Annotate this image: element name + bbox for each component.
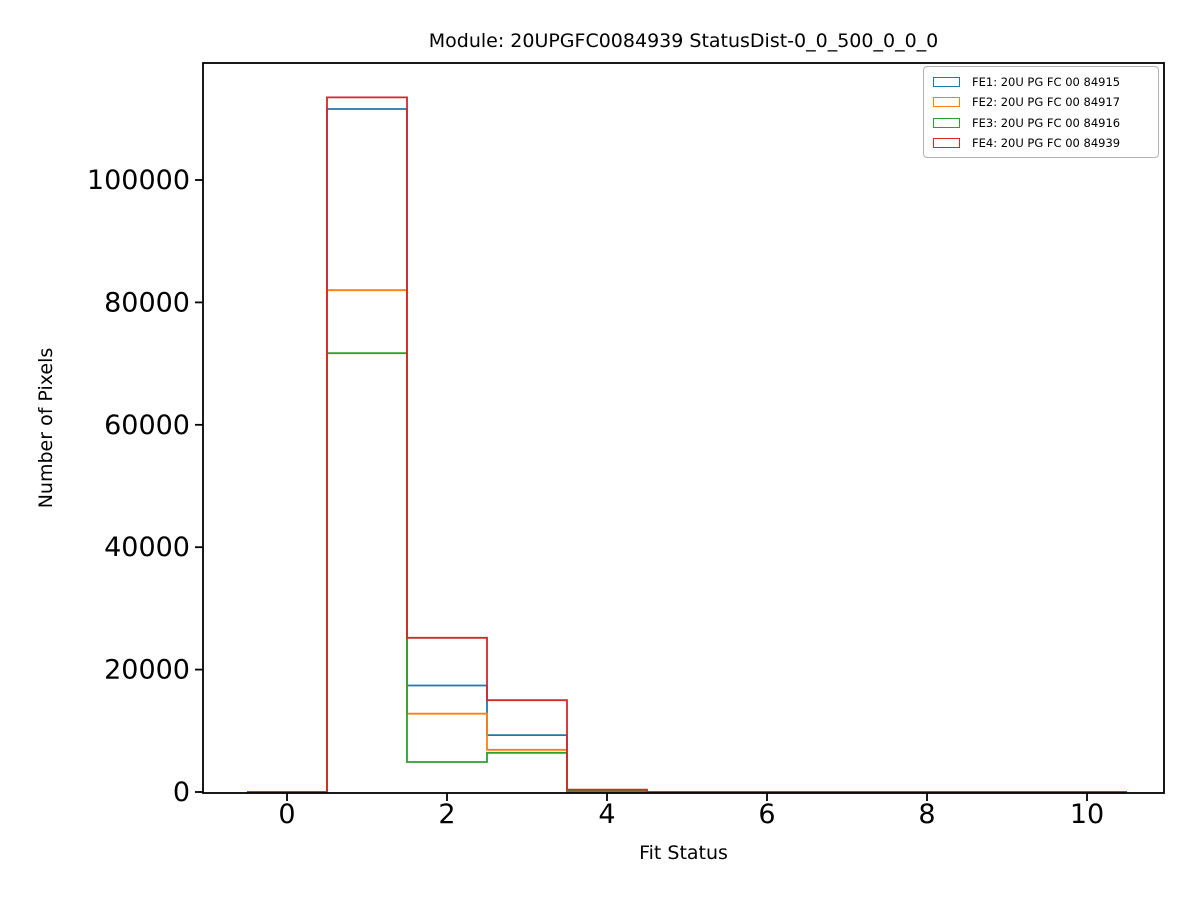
legend-item-fe1: FE1: 20U PG FC 00 84915 [933, 72, 1150, 92]
axes-spines [202, 62, 1165, 794]
y-axis-label: Number of Pixels [35, 347, 57, 509]
legend-item-label: FE3: 20U PG FC 00 84916 [972, 115, 1121, 130]
y-tick-label: 0 [173, 777, 190, 808]
x-axis-label: Fit Status [639, 842, 728, 864]
x-tick-label: 4 [598, 799, 615, 830]
legend-item-fe3: FE3: 20U PG FC 00 84916 [933, 113, 1150, 133]
x-tick-label: 6 [758, 799, 775, 830]
y-tick-label: 20000 [104, 655, 190, 686]
y-tick-label: 100000 [87, 165, 190, 196]
x-tick-label: 0 [278, 799, 295, 830]
series-step-4 [247, 96, 1127, 793]
x-tick-label: 8 [918, 799, 935, 830]
y-tick-label: 60000 [104, 410, 190, 441]
fe2-series-swatch-icon [933, 97, 960, 108]
legend-item-label: FE1: 20U PG FC 00 84915 [972, 75, 1121, 90]
fe1-series-swatch-icon [933, 77, 960, 88]
legend-item-label: FE2: 20U PG FC 00 84917 [972, 95, 1121, 110]
legend-item-fe4: FE4: 20U PG FC 00 84939 [933, 133, 1150, 153]
x-tick-label: 10 [1070, 799, 1104, 830]
fe3-series-swatch-icon [933, 117, 960, 128]
legend-item-fe2: FE2: 20U PG FC 00 84917 [933, 92, 1150, 112]
legend-item-label: FE4: 20U PG FC 00 84939 [972, 135, 1121, 150]
x-tick-label: 2 [438, 799, 455, 830]
y-tick-label: 40000 [104, 532, 190, 563]
axes-background [203, 63, 1164, 793]
y-tick-label: 80000 [104, 287, 190, 318]
chart-title: Module: 20UPGFC0084939 StatusDist-0_0_50… [428, 30, 939, 52]
legend: FE1: 20U PG FC 00 84915 FE2: 20U PG FC 0… [923, 66, 1159, 158]
fe4-series-swatch-icon [933, 137, 960, 148]
